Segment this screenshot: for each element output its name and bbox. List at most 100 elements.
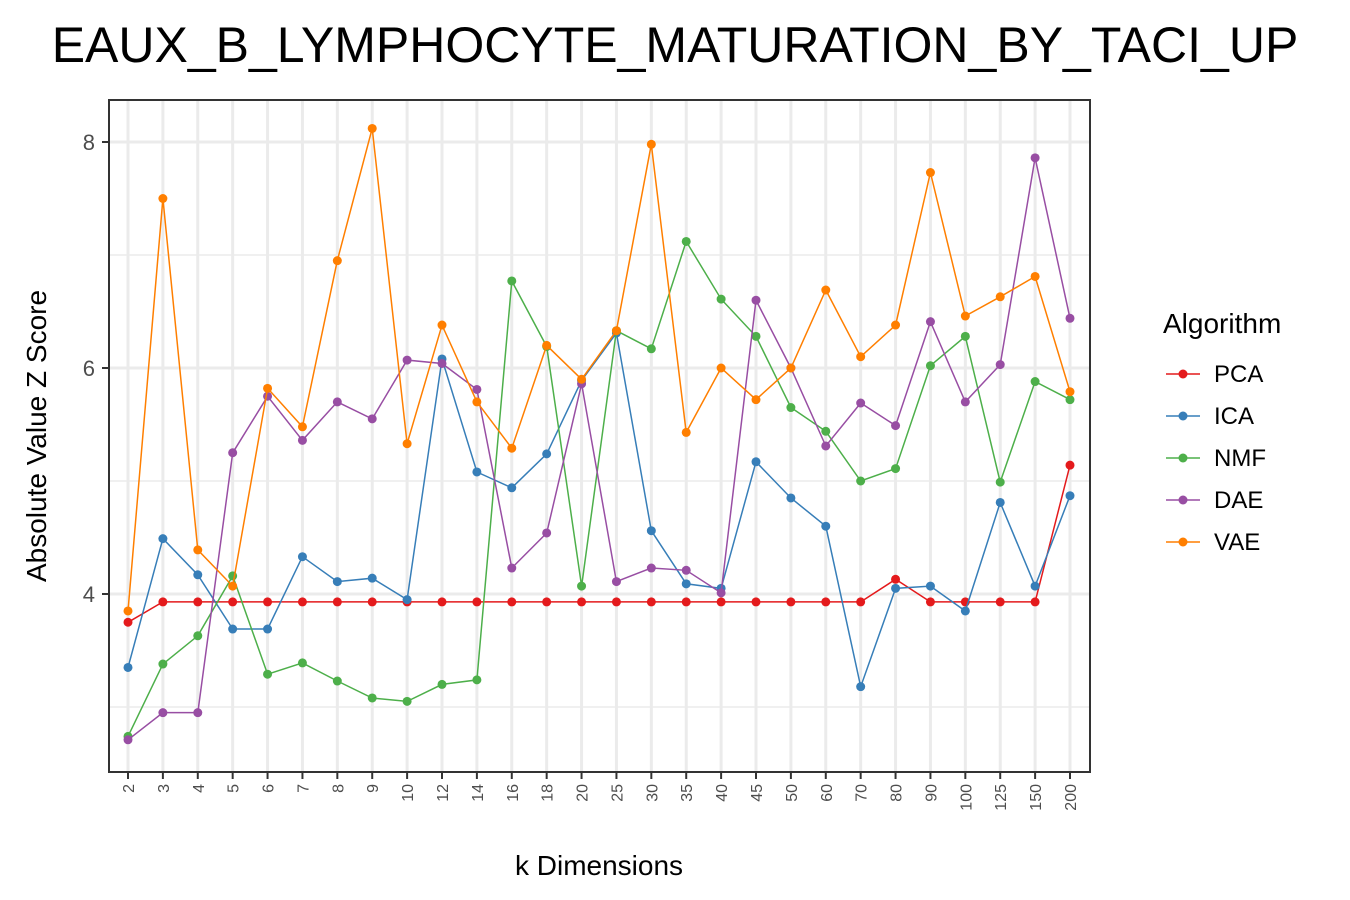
legend-key-point bbox=[1178, 411, 1188, 421]
y-tick-label: 8 bbox=[83, 130, 95, 155]
data-point bbox=[437, 358, 447, 368]
data-point bbox=[1065, 491, 1075, 501]
series-line-vae bbox=[127, 128, 1071, 612]
data-point bbox=[891, 320, 901, 330]
data-point bbox=[472, 397, 482, 407]
data-point bbox=[995, 477, 1005, 487]
data-point bbox=[681, 579, 691, 589]
y-tick-label: 6 bbox=[83, 356, 95, 381]
data-point bbox=[263, 597, 273, 607]
data-point bbox=[1030, 153, 1040, 163]
data-point bbox=[332, 397, 342, 407]
data-point bbox=[646, 344, 656, 354]
data-point bbox=[263, 383, 273, 393]
data-point bbox=[891, 574, 901, 584]
legend-items: PCA ICA NMF DAE VAE bbox=[1166, 361, 1266, 556]
data-point bbox=[367, 597, 377, 607]
data-point bbox=[158, 534, 168, 544]
grid bbox=[109, 100, 1090, 772]
data-point bbox=[123, 735, 133, 745]
x-tick-label: 45 bbox=[749, 784, 766, 802]
data-point bbox=[1065, 313, 1075, 323]
data-point bbox=[786, 493, 796, 503]
data-point bbox=[681, 597, 691, 607]
data-point bbox=[751, 331, 761, 341]
x-tick-label: 9 bbox=[365, 784, 382, 793]
x-tick-label: 7 bbox=[295, 784, 312, 793]
x-tick-label: 70 bbox=[854, 784, 871, 802]
data-point bbox=[542, 449, 552, 459]
legend-label: NMF bbox=[1214, 445, 1266, 472]
data-point bbox=[960, 397, 970, 407]
data-point bbox=[472, 675, 482, 685]
data-point bbox=[367, 123, 377, 133]
data-point bbox=[577, 374, 587, 384]
data-point bbox=[751, 597, 761, 607]
data-point bbox=[995, 360, 1005, 370]
data-point bbox=[611, 577, 621, 587]
data-point bbox=[1065, 460, 1075, 470]
x-tick-label: 90 bbox=[923, 784, 940, 802]
series-line-dae bbox=[127, 157, 1071, 741]
data-point bbox=[681, 236, 691, 246]
data-point bbox=[1030, 597, 1040, 607]
data-point bbox=[786, 363, 796, 373]
data-point bbox=[367, 693, 377, 703]
data-point bbox=[402, 355, 412, 365]
data-point bbox=[402, 439, 412, 449]
data-point bbox=[646, 139, 656, 149]
data-point bbox=[611, 597, 621, 607]
data-point bbox=[716, 363, 726, 373]
data-point bbox=[193, 597, 203, 607]
x-tick-label: 150 bbox=[1028, 784, 1045, 811]
data-point bbox=[925, 597, 935, 607]
legend-label: VAE bbox=[1214, 529, 1260, 556]
data-point bbox=[716, 588, 726, 598]
data-point bbox=[263, 391, 273, 401]
data-point bbox=[193, 708, 203, 718]
x-tick-label: 3 bbox=[156, 784, 173, 793]
data-point bbox=[856, 597, 866, 607]
legend-key-point bbox=[1178, 369, 1188, 379]
data-point bbox=[158, 708, 168, 718]
series-dae bbox=[123, 153, 1075, 745]
data-point bbox=[891, 464, 901, 474]
data-point bbox=[995, 292, 1005, 302]
data-point bbox=[1065, 387, 1075, 397]
data-point bbox=[577, 581, 587, 591]
data-point bbox=[402, 696, 412, 706]
data-point bbox=[402, 595, 412, 605]
series-pca bbox=[123, 460, 1075, 627]
series-nmf bbox=[123, 236, 1075, 741]
data-point bbox=[263, 624, 273, 634]
data-point bbox=[611, 326, 621, 336]
data-point bbox=[646, 597, 656, 607]
x-tick-label: 35 bbox=[679, 784, 696, 802]
data-point bbox=[297, 552, 307, 562]
data-point bbox=[123, 617, 133, 627]
data-point bbox=[297, 435, 307, 445]
x-tick-label: 80 bbox=[889, 784, 906, 802]
data-point bbox=[158, 659, 168, 669]
data-point bbox=[821, 426, 831, 436]
legend-label: DAE bbox=[1214, 487, 1263, 514]
data-point bbox=[891, 583, 901, 593]
legend-item-dae: DAE bbox=[1166, 487, 1263, 514]
data-point bbox=[960, 311, 970, 321]
data-point bbox=[507, 597, 517, 607]
y-axis-label: Absolute Value Z Score bbox=[21, 290, 52, 582]
data-point bbox=[367, 573, 377, 583]
x-tick-label: 20 bbox=[575, 784, 592, 802]
x-axis-label: k Dimensions bbox=[515, 850, 683, 881]
data-point bbox=[297, 597, 307, 607]
data-point bbox=[925, 361, 935, 371]
data-point bbox=[925, 581, 935, 591]
data-point bbox=[925, 317, 935, 327]
legend-item-pca: PCA bbox=[1166, 361, 1263, 388]
legend-label: PCA bbox=[1214, 361, 1263, 388]
data-point bbox=[856, 352, 866, 362]
data-point bbox=[856, 682, 866, 692]
legend-title: Algorithm bbox=[1163, 308, 1281, 339]
data-point bbox=[158, 194, 168, 203]
data-point bbox=[1065, 395, 1075, 405]
